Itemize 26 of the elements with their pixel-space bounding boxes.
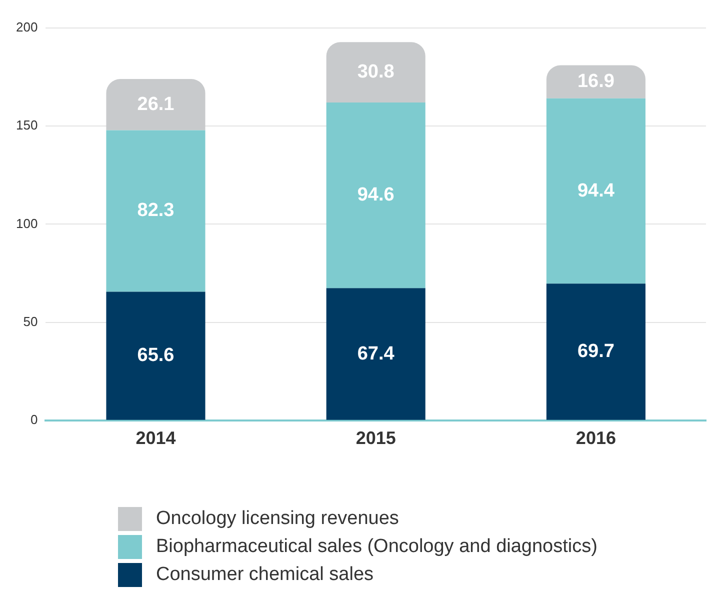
data-label: 69.7 [577, 341, 614, 362]
x-tick-label: 2014 [136, 428, 176, 448]
legend-label: Oncology licensing revenues [156, 508, 399, 530]
bar [106, 130, 206, 292]
data-label: 94.6 [357, 184, 394, 206]
x-tick-label: 2016 [576, 428, 616, 448]
bar [546, 284, 646, 420]
y-tick-label: 50 [23, 314, 38, 329]
x-tick-label: 2015 [356, 428, 396, 448]
data-label: 82.3 [137, 200, 174, 222]
bar [546, 65, 646, 98]
bar [326, 102, 426, 288]
bar [106, 292, 206, 420]
data-label: 94.4 [577, 180, 615, 202]
y-tick-label: 150 [16, 118, 38, 133]
legend-label: Consumer chemical sales [156, 564, 374, 586]
bar [106, 79, 206, 130]
legend-label: Biopharmaceutical sales (Oncology and diagnostics) [156, 536, 598, 558]
bar [326, 42, 426, 103]
data-label: 67.4 [357, 343, 395, 364]
bar [326, 288, 426, 420]
bar [546, 98, 646, 284]
data-label: 65.6 [137, 345, 174, 366]
y-tick-label: 200 [16, 20, 38, 35]
y-tick-label: 100 [16, 216, 38, 231]
y-tick-label: 0 [30, 412, 38, 427]
